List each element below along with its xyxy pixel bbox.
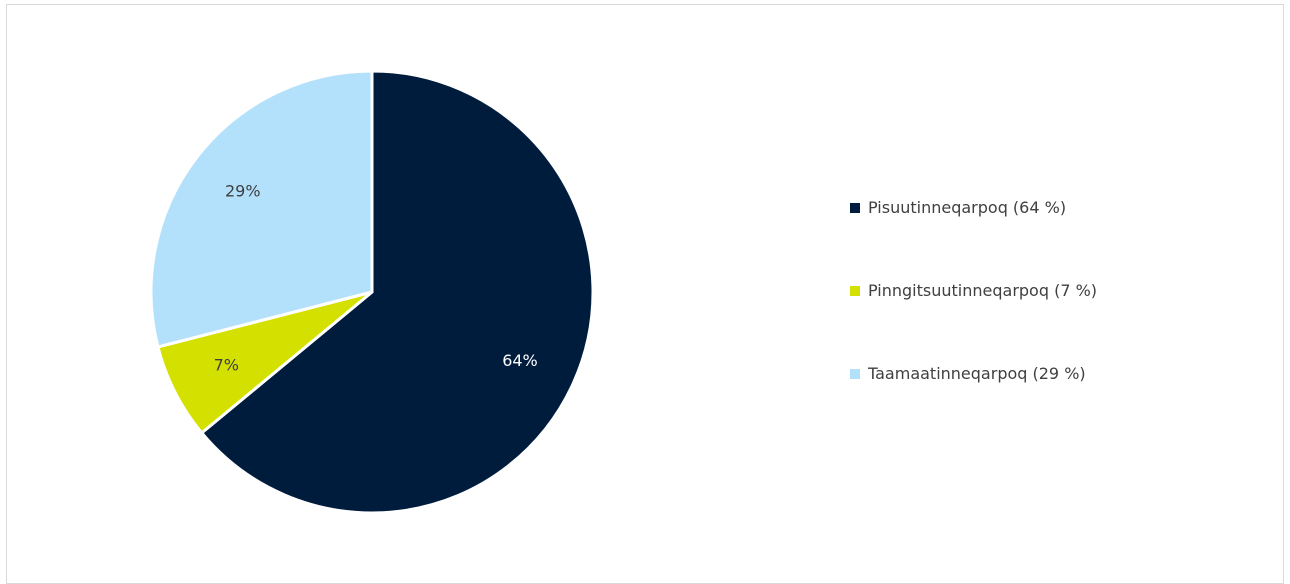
legend-item: Taamaatinneqarpoq (29 %) <box>850 363 1097 446</box>
data-label: 64% <box>502 351 538 370</box>
legend: Pisuutinneqarpoq (64 %) Pinngitsuutinneq… <box>850 197 1097 446</box>
legend-label: Taamaatinneqarpoq (29 %) <box>868 364 1086 383</box>
legend-item: Pinngitsuutinneqarpoq (7 %) <box>850 280 1097 363</box>
legend-item: Pisuutinneqarpoq (64 %) <box>850 197 1097 280</box>
legend-label: Pisuutinneqarpoq (64 %) <box>868 198 1067 217</box>
legend-swatch <box>850 369 860 379</box>
data-label: 7% <box>214 356 239 375</box>
pie-slice-pisuutinneqarpoq <box>200 69 595 515</box>
data-label: 29% <box>225 181 261 200</box>
legend-swatch <box>850 286 860 296</box>
legend-swatch <box>850 203 860 213</box>
legend-label: Pinngitsuutinneqarpoq (7 %) <box>868 281 1098 300</box>
pie-slice-taamaatinneqarpoq <box>149 69 374 349</box>
